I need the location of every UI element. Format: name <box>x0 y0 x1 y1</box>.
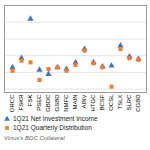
svg-text:SLRC: SLRC <box>126 94 132 111</box>
svg-text:CGBD: CGBD <box>135 94 141 112</box>
svg-text:PSEC: PSEC <box>36 94 42 111</box>
svg-text:FSK: FSK <box>27 95 33 107</box>
html-text:1Q21 Net Investment Income: 1Q21 Net Investment Income <box>13 115 98 122</box>
svg-text:BCSF: BCSF <box>99 94 105 110</box>
svg-text:GBDC: GBDC <box>45 94 51 112</box>
svg-text:HTGC: HTGC <box>90 94 96 112</box>
svg-text:AINV: AINV <box>81 95 87 109</box>
html-text:1Q21 Quarterly Distribution: 1Q21 Quarterly Distribution <box>13 124 92 131</box>
svg-text:MAIN: MAIN <box>72 95 78 110</box>
html-text:Virtus's BDC Collateral: Virtus's BDC Collateral <box>4 135 65 141</box>
svg-text:ORCC: ORCC <box>9 94 15 112</box>
svg-text:FSKR: FSKR <box>18 94 24 111</box>
svg-text:NMFC: NMFC <box>63 94 69 112</box>
svg-text:GSBD: GSBD <box>54 94 60 112</box>
svg-text:TSLX: TSLX <box>117 95 123 110</box>
svg-text:OCSL: OCSL <box>108 94 114 111</box>
